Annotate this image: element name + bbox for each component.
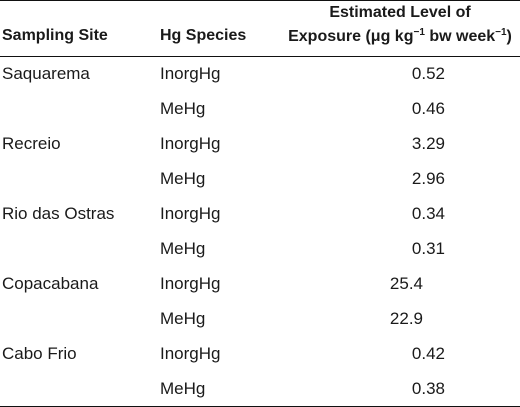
cell-hg-species: InorgHg (160, 64, 221, 83)
cell-hg-species: MeHg (160, 169, 206, 188)
cell-hg-species: MeHg (160, 239, 206, 258)
header-exposure-unit-sup1: −1 (413, 27, 425, 38)
table-row: Recreio InorgHg 3.29 (0, 127, 520, 162)
table-row: MeHg 0.31 (0, 232, 520, 267)
cell-sampling-site: Saquarema (2, 64, 90, 83)
table-top-rule (0, 0, 520, 1)
cell-hg-species: InorgHg (160, 344, 221, 363)
cell-exposure-value: 0.38 (411, 379, 445, 398)
table-header-rule (0, 56, 520, 57)
header-sampling-site: Sampling Site (2, 27, 108, 44)
cell-sampling-site: Cabo Frio (2, 344, 77, 363)
cell-exposure-value: 2.96 (411, 169, 445, 188)
header-exposure-level: Estimated Level of Exposure (μg kg−1 bw … (284, 3, 516, 47)
cell-hg-species: InorgHg (160, 134, 221, 153)
table-row: Cabo Frio InorgHg 0.42 (0, 337, 520, 372)
table-row: Copacabana InorgHg 25.4 (0, 267, 520, 302)
cell-exposure-value: 0.46 (411, 99, 445, 118)
cell-exposure-value: 0.52 (411, 64, 445, 83)
header-exposure-unit-pre: Exposure (μg kg (288, 28, 414, 45)
table-row: Rio das Ostras InorgHg 0.34 (0, 197, 520, 232)
table-row: MeHg 22.9 (0, 302, 520, 337)
cell-exposure-value: 0.31 (411, 239, 445, 258)
cell-sampling-site: Copacabana (2, 274, 99, 293)
table-row: MeHg 0.38 (0, 372, 520, 407)
cell-exposure-value: 0.42 (411, 344, 445, 363)
cell-hg-species: MeHg (160, 309, 206, 328)
cell-hg-species: MeHg (160, 379, 206, 398)
header-exposure-line1: Estimated Level of (329, 4, 471, 21)
cell-exposure-value: 25.4 (389, 274, 423, 293)
cell-sampling-site: Recreio (2, 134, 61, 153)
table-body: Saquarema InorgHg 0.52 MeHg 0.46 Recreio… (0, 57, 520, 407)
cell-exposure-value: 3.29 (411, 134, 445, 153)
cell-sampling-site: Rio das Ostras (2, 204, 115, 223)
header-exposure-unit-mid: bw week (424, 28, 496, 45)
header-exposure-unit-sup2: −1 (495, 27, 507, 38)
cell-hg-species: InorgHg (160, 204, 221, 223)
cell-exposure-value: 22.9 (389, 309, 423, 328)
cell-hg-species: MeHg (160, 99, 206, 118)
table-row: MeHg 2.96 (0, 162, 520, 197)
header-exposure-unit-post: ) (506, 28, 512, 45)
table-row: MeHg 0.46 (0, 92, 520, 127)
cell-exposure-value: 0.34 (411, 204, 445, 223)
cell-hg-species: InorgHg (160, 274, 221, 293)
header-hg-species: Hg Species (160, 27, 247, 44)
table-row: Saquarema InorgHg 0.52 (0, 57, 520, 92)
header-exposure-line2: Exposure (μg kg−1 bw week−1) (284, 27, 516, 47)
